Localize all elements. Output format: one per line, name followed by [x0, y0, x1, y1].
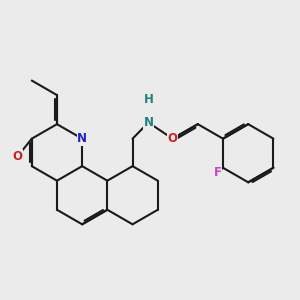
Text: H: H: [143, 93, 153, 106]
Text: N: N: [77, 132, 87, 145]
Text: O: O: [13, 150, 22, 163]
Text: O: O: [168, 132, 178, 145]
Text: F: F: [214, 166, 222, 179]
Text: N: N: [143, 116, 153, 129]
